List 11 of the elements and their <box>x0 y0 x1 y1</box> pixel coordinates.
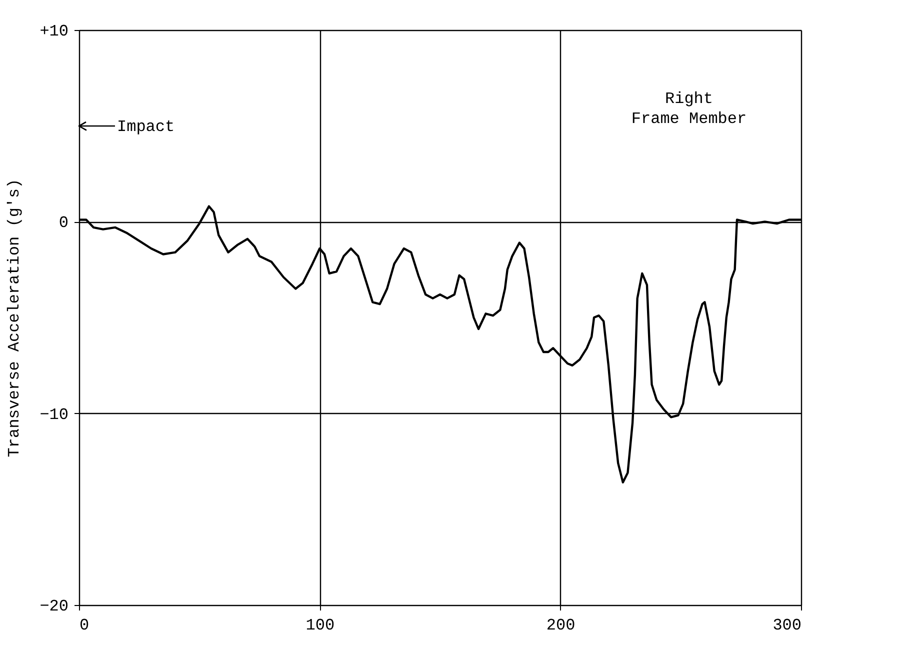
annotation: Impact <box>117 118 175 136</box>
y-axis-title: Transverse Acceleration (g's) <box>6 178 24 458</box>
x-tick-label: 300 <box>772 616 802 634</box>
y-tick-label: −10 <box>40 406 68 424</box>
y-tick-label: −20 <box>40 598 68 616</box>
y-tick-label: +10 <box>40 22 68 40</box>
x-tick-label: 100 <box>306 616 335 634</box>
annotation: Right Frame Member <box>631 90 747 128</box>
x-tick-label: 200 <box>546 616 576 634</box>
x-tick-label: 0 <box>80 616 90 634</box>
y-tick-label: 0 <box>58 214 68 232</box>
